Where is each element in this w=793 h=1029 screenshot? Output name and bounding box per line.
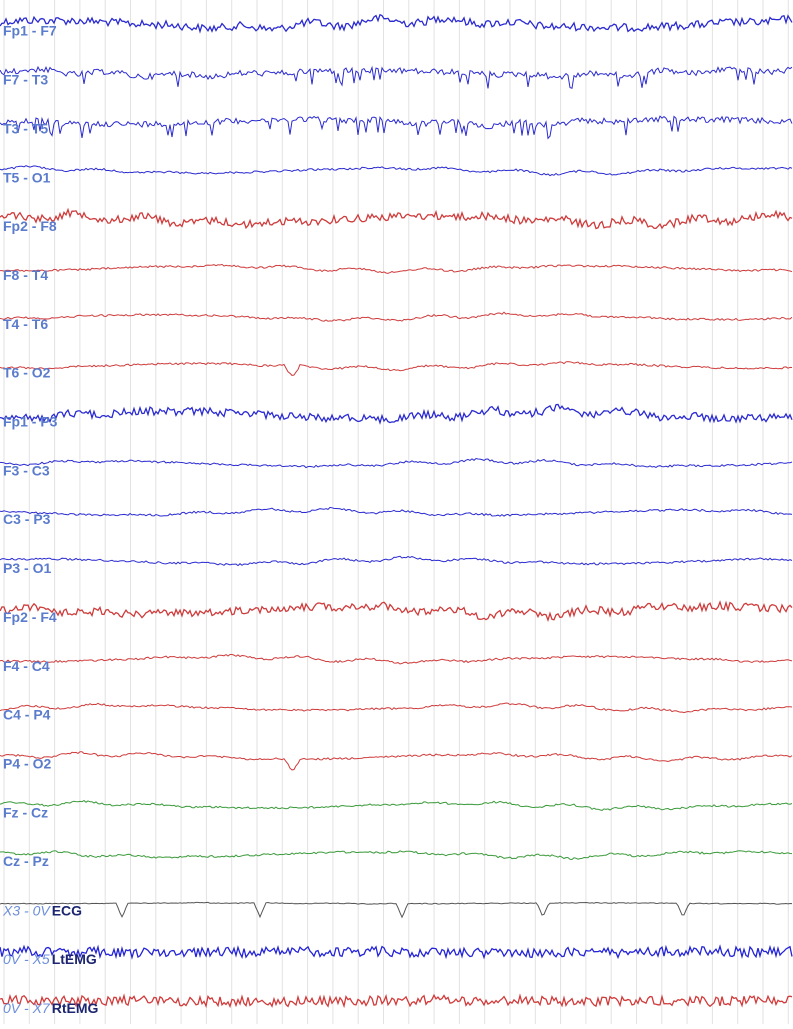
channel-montage: T3 - T5 (3, 120, 48, 136)
channel-label: T3 - T5 (3, 120, 48, 136)
channel-label: Fp1 - F7 (3, 23, 57, 39)
trace (0, 263, 793, 274)
channel-name: RtEMG (52, 1000, 99, 1016)
channel-montage: P4 - O2 (3, 755, 51, 771)
channel-montage: C3 - P3 (3, 511, 51, 527)
channel-montage: Cz - Pz (3, 853, 49, 869)
channel-montage: T4 - T6 (3, 316, 48, 332)
channel-label: P3 - O1 (3, 560, 51, 576)
trace (0, 165, 793, 177)
trace (0, 944, 793, 960)
channel-montage: Fp2 - F8 (3, 218, 57, 234)
channel-montage: Fz - Cz (3, 804, 48, 820)
trace (0, 13, 793, 34)
channel-label: X3 - 0V ECG (2, 902, 82, 918)
channel-label: Fp2 - F4 (3, 609, 57, 625)
trace (0, 800, 793, 811)
channel-montage: F7 - T3 (3, 72, 48, 88)
trace (0, 751, 793, 771)
trace (0, 654, 793, 665)
channel-label: T6 - O2 (3, 365, 51, 381)
trace (0, 850, 793, 861)
channel-montage: P3 - O1 (3, 560, 51, 576)
channel-label: 0V - X7 RtEMG (3, 1000, 98, 1016)
channel-label: Fp2 - F8 (3, 218, 57, 234)
channel-label: F4 - C4 (3, 658, 50, 674)
channel-montage: T5 - O1 (3, 169, 51, 185)
channel-name: ECG (52, 902, 82, 918)
channel-montage: T6 - O2 (3, 365, 51, 381)
channel-prefix: X3 - 0V (2, 902, 51, 918)
trace (0, 115, 793, 140)
trace (0, 361, 793, 376)
channel-label: Cz - Pz (3, 853, 49, 869)
trace (0, 311, 793, 322)
channel-label: C4 - P4 (3, 707, 51, 723)
trace (0, 65, 793, 89)
channel-montage: 0V - X5 LtEMG (3, 951, 97, 967)
channel-montage: Fp1 - P3 (3, 414, 58, 430)
channel-label: P4 - O2 (3, 755, 51, 771)
trace (0, 506, 793, 517)
channel-montage: F8 - T4 (3, 267, 48, 283)
channel-montage: C4 - P4 (3, 707, 51, 723)
channel-montage: X3 - 0V ECG (2, 902, 82, 918)
channel-label: Fz - Cz (3, 804, 48, 820)
trace (0, 457, 793, 469)
trace (0, 993, 793, 1009)
trace (0, 600, 793, 623)
channel-label: C3 - P3 (3, 511, 51, 527)
channel-label: Fp1 - P3 (3, 414, 58, 430)
channel-montage: Fp2 - F4 (3, 609, 57, 625)
channel-montage: Fp1 - F7 (3, 23, 57, 39)
trace (0, 555, 793, 567)
trace (0, 901, 793, 919)
channel-label: T4 - T6 (3, 316, 48, 332)
channel-montage: F3 - C3 (3, 462, 50, 478)
channel-label: 0V - X5 LtEMG (3, 951, 97, 967)
channel-label: T5 - O1 (3, 169, 51, 185)
channel-prefix: 0V - X7 (3, 1000, 51, 1016)
channel-montage: 0V - X7 RtEMG (3, 1000, 98, 1016)
channel-name: LtEMG (52, 951, 97, 967)
trace (0, 702, 793, 714)
trace (0, 207, 793, 230)
channel-label: F7 - T3 (3, 72, 48, 88)
channel-label: F3 - C3 (3, 462, 50, 478)
channel-label: F8 - T4 (3, 267, 48, 283)
channel-montage: F4 - C4 (3, 658, 50, 674)
channel-prefix: 0V - X5 (3, 951, 50, 967)
trace (0, 403, 793, 425)
